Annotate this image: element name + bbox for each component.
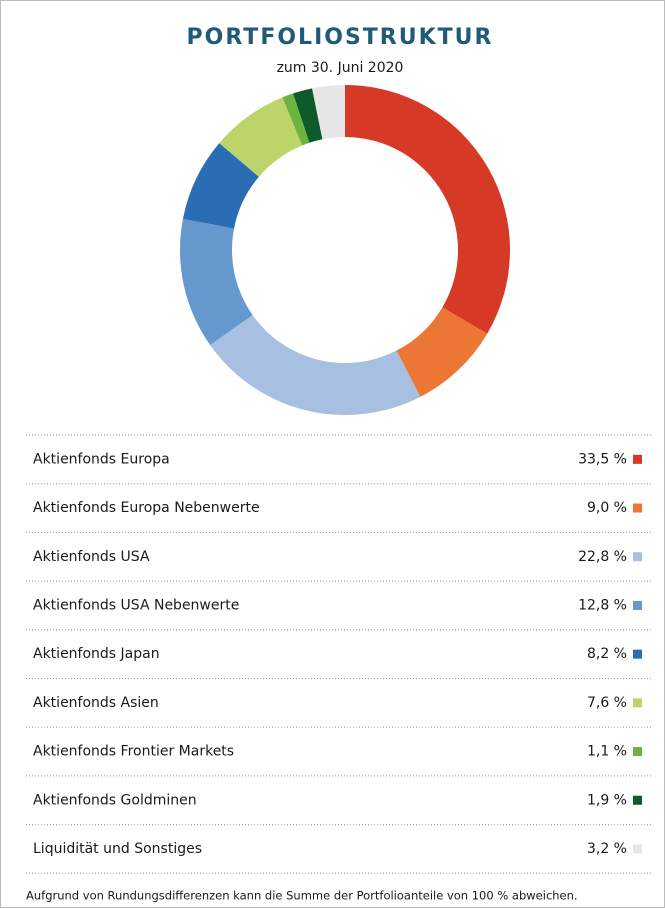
donut-segment [219, 97, 303, 177]
row-label: Aktienfonds Goldminen [33, 792, 197, 808]
legend-swatch [633, 552, 642, 562]
row-label: Aktienfonds USA [33, 549, 150, 565]
row-value: 22,8 % [578, 549, 627, 565]
row-value: 1,1 % [587, 744, 627, 760]
row-value: 12,8 % [578, 597, 627, 613]
row-label: Aktienfonds Frontier Markets [33, 744, 234, 760]
legend-swatch [633, 795, 642, 805]
donut-segment [293, 88, 323, 143]
donut-segment [282, 93, 310, 146]
row-value: 9,0 % [587, 500, 627, 516]
row-value: 33,5 % [578, 451, 627, 467]
row-label: Aktienfonds Europa [33, 451, 170, 467]
footnote: Aufgrund von Rundungsdifferenzen kann di… [26, 889, 578, 903]
donut-segment [345, 85, 510, 334]
row-label: Aktienfonds Europa Nebenwerte [33, 500, 260, 516]
donut-segment [180, 218, 253, 346]
chart-subtitle: zum 30. Juni 2020 [277, 60, 404, 76]
row-value: 8,2 % [587, 646, 627, 662]
row-label: Aktienfonds Asien [33, 695, 159, 711]
legend-swatch [633, 454, 642, 464]
row-value: 7,6 % [587, 695, 627, 711]
chart-title: PORTFOLIOSTRUKTUR [187, 25, 494, 50]
legend-swatch [633, 600, 642, 610]
legend-swatch [633, 649, 642, 659]
row-value: 1,9 % [587, 792, 627, 808]
row-value: 3,2 % [587, 841, 627, 857]
donut-segment [396, 307, 488, 397]
row-label: Liquidität und Sonstiges [33, 841, 202, 857]
donut-segment [182, 143, 259, 229]
legend-swatch [633, 844, 642, 854]
legend-swatch [633, 747, 642, 757]
donut-segment [210, 315, 421, 415]
row-label: Aktienfonds Japan [33, 646, 160, 662]
row-label: Aktienfonds USA Nebenwerte [33, 597, 239, 613]
legend-swatch [633, 698, 642, 708]
legend-swatch [633, 503, 642, 513]
donut-segment [312, 85, 345, 140]
